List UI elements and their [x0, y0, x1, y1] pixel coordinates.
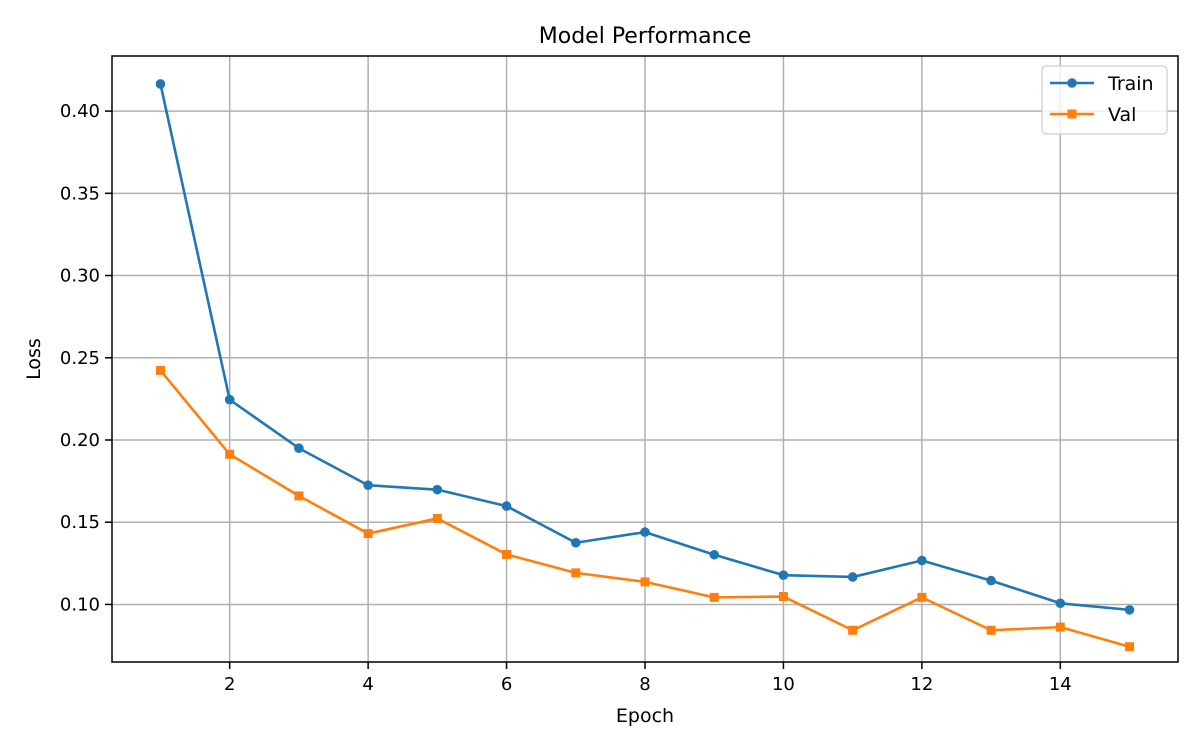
y-tick-label: 0.10 [60, 594, 100, 615]
x-tick-label: 2 [224, 674, 235, 695]
chart-title: Model Performance [539, 24, 751, 49]
y-tick-label: 0.30 [60, 266, 100, 287]
x-tick-label: 14 [1049, 674, 1072, 695]
x-axis-label: Epoch [616, 705, 674, 727]
data-point-val [571, 568, 581, 578]
data-point-train [432, 484, 443, 495]
data-point-val [917, 592, 927, 602]
data-point-train [570, 537, 581, 548]
data-point-val [294, 491, 304, 501]
y-axis-label: Loss [23, 338, 45, 380]
y-tick-label: 0.35 [60, 183, 100, 204]
data-point-val [848, 625, 858, 635]
legend-marker-val [1067, 109, 1077, 119]
legend-marker-train [1067, 78, 1077, 88]
grid [112, 56, 1178, 662]
data-point-val [709, 592, 719, 602]
data-point-val [778, 592, 788, 602]
x-tick-label: 10 [772, 674, 795, 695]
data-point-train [986, 575, 996, 586]
x-tick-label: 4 [362, 674, 373, 695]
data-point-train [224, 394, 235, 405]
x-tick-label: 12 [910, 674, 933, 695]
y-tick-label: 0.15 [60, 512, 100, 533]
data-point-val [225, 449, 235, 459]
data-point-val [155, 365, 165, 375]
data-point-train [155, 79, 166, 89]
data-point-val [1055, 622, 1065, 632]
legend-label-train: Train [1107, 73, 1154, 95]
y-tick-label: 0.40 [60, 101, 100, 122]
data-point-train [640, 527, 650, 537]
x-tick-label: 6 [501, 674, 512, 695]
x-tick-label: 8 [639, 674, 650, 695]
data-point-train [917, 555, 927, 566]
y-tick-label: 0.25 [60, 348, 100, 369]
legend-label-val: Val [1108, 104, 1136, 126]
data-point-train [363, 480, 373, 491]
data-point-val [640, 577, 650, 587]
data-point-train [1124, 605, 1135, 615]
data-point-train [709, 549, 720, 560]
data-point-val [1125, 642, 1135, 652]
legend: Train Val [1041, 65, 1168, 135]
data-point-val [986, 625, 996, 635]
data-point-val [432, 513, 442, 523]
data-point-train [1055, 598, 1066, 609]
data-point-val [502, 549, 512, 559]
data-point-val [363, 529, 373, 539]
data-point-train [294, 443, 304, 454]
axis-ticks: 2 4 6 8 10 12 14 0.10 0.15 0.20 0.25 0.30 0.35 0.40 [60, 101, 1072, 695]
series-layer [155, 79, 1135, 652]
y-tick-label: 0.20 [60, 430, 100, 451]
data-point-train [501, 501, 512, 511]
data-point-train [847, 572, 858, 582]
data-point-train [778, 570, 789, 580]
